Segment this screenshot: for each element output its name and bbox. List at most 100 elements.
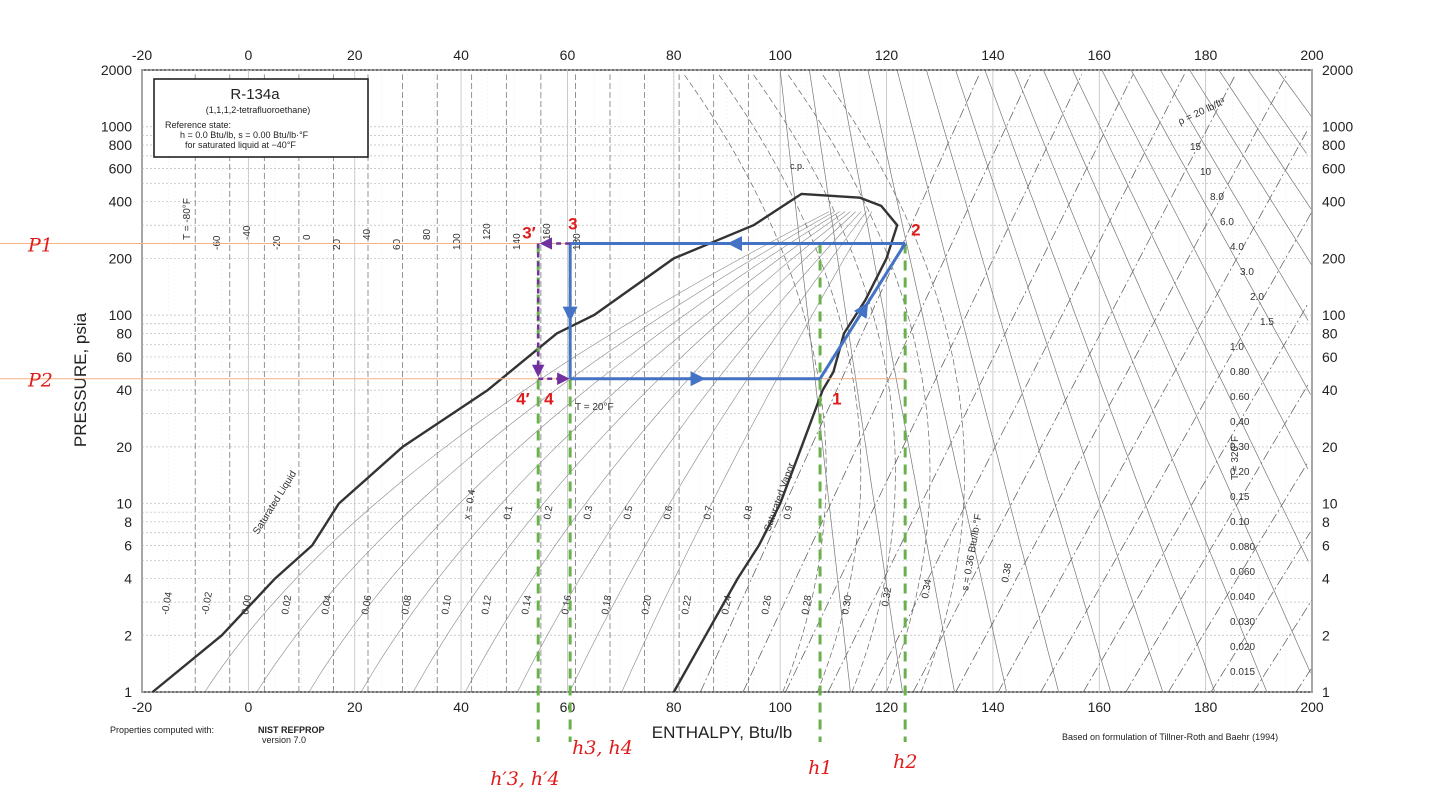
entropy-label: 0.16: [560, 594, 574, 616]
footer-left-1: Properties computed with:: [110, 725, 214, 735]
density-label: 0.080: [1230, 542, 1255, 553]
y-tick-label-left: 2: [124, 627, 132, 643]
footer-right: Based on formulation of Tillner-Roth and…: [1062, 732, 1278, 742]
isotherm-line: [752, 74, 896, 693]
entropy-label: 0.26: [760, 594, 774, 616]
y-tick-label-right: 60: [1322, 349, 1338, 365]
quality-line: [308, 211, 840, 693]
density-line: [1277, 69, 1312, 117]
entropy-label: 0.38: [1000, 562, 1014, 584]
density-label: 0.020: [1230, 642, 1255, 653]
info-title: R-134a: [230, 86, 280, 103]
y-tick-label-right: 2000: [1322, 62, 1353, 78]
x-tick-label-top: 180: [1194, 47, 1218, 63]
density-label: 10: [1200, 167, 1212, 178]
y-tick-label-left: 600: [109, 161, 133, 177]
density-label: ρ = 20 lb/ft³: [1177, 96, 1228, 128]
density-label: 0.40: [1230, 417, 1250, 428]
isotherm-line: [822, 74, 965, 693]
entropy-line: [742, 74, 1031, 693]
y-tick-label-right: 4: [1322, 571, 1330, 587]
refrigeration-cycle: [0, 236, 907, 742]
y-tick-label-right: 400: [1322, 194, 1346, 210]
x-axis-title: ENTHALPY, Btu/lb: [652, 723, 792, 742]
entropy-line: [1040, 211, 1313, 693]
cycle-annotations: 1 2 3 4 3′ 4′ P1 P2 h1 h2 h3, h4 h′3, h′4: [27, 215, 921, 790]
y-tick-label-left: 200: [109, 250, 133, 266]
isotherm-label: T = 320°F: [1230, 436, 1241, 480]
info-box: R-134a (1,1,1,2-tetrafluoroethane) Refer…: [153, 78, 369, 158]
y-tick-label-left: 2000: [101, 62, 132, 78]
entropy-line: [1295, 668, 1312, 693]
entropy-label: 0.04: [320, 594, 334, 616]
point-3-label: 3: [568, 215, 577, 234]
density-line: [896, 69, 1059, 692]
x-tick-label-top: 0: [244, 47, 252, 63]
density-label: 15: [1190, 142, 1202, 153]
density-line: [1101, 69, 1309, 469]
density-line: [1159, 69, 1309, 321]
quality-line: [465, 211, 857, 693]
enthalpy-label: h1: [808, 757, 832, 779]
y-tick-label-right: 100: [1322, 307, 1346, 323]
density-label: 0.80: [1230, 367, 1250, 378]
density-label: 0.015: [1230, 667, 1255, 678]
point-1-label: 1: [832, 390, 841, 409]
point-3prime-label: 3′: [522, 224, 536, 243]
density-label: 0.10: [1230, 517, 1250, 528]
density-line: [809, 69, 903, 692]
entropy-label: 0.28: [800, 594, 814, 616]
p2-label: P2: [27, 370, 53, 392]
quality-line: [360, 211, 846, 693]
entropy-line: [1125, 383, 1310, 693]
entropy-label: s = 0.36 Btu/lb·°F: [960, 513, 984, 591]
x-tick-label-bottom: 160: [1088, 699, 1112, 715]
quality-label: 0.8: [742, 504, 755, 520]
y-tick-label-left: 800: [109, 137, 133, 153]
x-tick-label-top: -20: [132, 47, 152, 63]
y-tick-label-left: 20: [116, 439, 132, 455]
footer-left-2: NIST REFPROP: [258, 725, 325, 735]
entropy-label: -0.04: [160, 591, 175, 616]
density-label: 6.0: [1220, 217, 1234, 228]
y-tick-label-right: 2: [1322, 627, 1330, 643]
x-tick-label-bottom: 0: [244, 699, 252, 715]
quality-line: [412, 211, 851, 693]
density-line: [1189, 69, 1312, 265]
y-tick-label-right: 6: [1322, 537, 1330, 553]
density-line: [984, 69, 1215, 692]
quality-label: 0.6: [662, 504, 675, 520]
point-4prime-label: 4′: [516, 390, 530, 409]
y-tick-label-right: 600: [1322, 161, 1346, 177]
density-line: [838, 69, 955, 692]
x-tick-label-bottom: 200: [1300, 699, 1324, 715]
entropy-label: -0.02: [200, 591, 215, 616]
y-tick-label-left: 10: [116, 496, 132, 512]
entropy-label: 0.22: [680, 594, 694, 616]
p1-label: P1: [27, 235, 53, 257]
density-label: 0.060: [1230, 567, 1255, 578]
quality-label: x = 0.4: [462, 488, 478, 520]
info-subtitle: (1,1,1,2-tetrafluoroethane): [206, 105, 311, 115]
entropy-label: 0.14: [520, 594, 534, 616]
quality-line: [569, 211, 867, 693]
isotherm-label: -60: [212, 235, 223, 250]
entropy-line: [912, 74, 1236, 693]
entropy-label: 0.02: [280, 594, 294, 616]
density-label: 2.0: [1250, 292, 1264, 303]
entropy-line: [997, 131, 1308, 693]
x-tick-label-bottom: 140: [981, 699, 1005, 715]
entropy-label: 0.30: [840, 594, 854, 616]
quality-line: [204, 211, 830, 693]
y-tick-label-right: 800: [1322, 137, 1346, 153]
quality-line: [256, 211, 835, 693]
quality-label: 0.3: [582, 504, 595, 520]
enthalpy-label: h2: [893, 751, 917, 773]
compression-segment-arrow: [853, 302, 869, 319]
x-tick-label-top: 160: [1088, 47, 1112, 63]
density-line: [926, 69, 1111, 692]
quality-label: 0.1: [502, 504, 515, 520]
y-tick-label-left: 80: [116, 325, 132, 341]
saturation-curve: [151, 192, 899, 693]
x-tick-label-top: 140: [981, 47, 1005, 63]
